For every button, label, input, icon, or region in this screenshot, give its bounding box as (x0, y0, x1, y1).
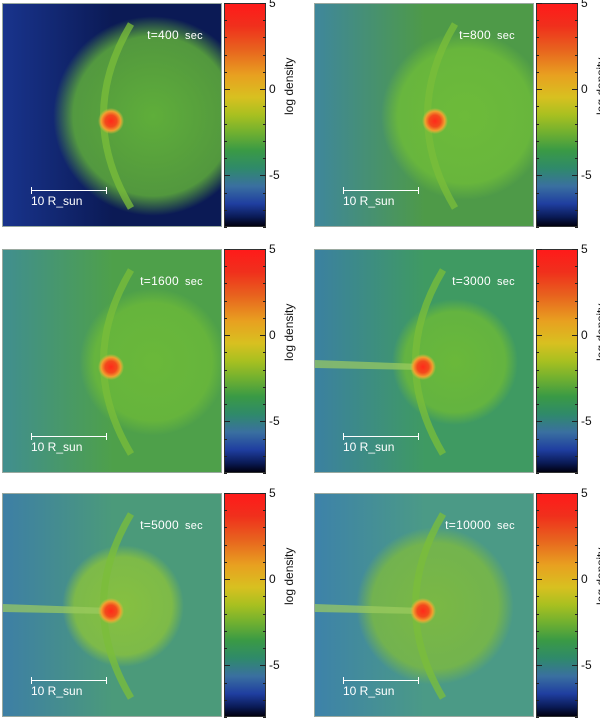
time-label: t=3000 sec (452, 274, 515, 288)
colorbar-tick-label: -5 (581, 168, 592, 183)
colorbar: 5 0 -5 log density (224, 242, 296, 474)
colorbar-axis-label: log density (282, 547, 296, 605)
time-value: t=3000 (452, 274, 491, 288)
time-unit: sec (184, 520, 203, 532)
scale-bar-label: 10 R_sun (31, 194, 83, 208)
snapshot-panel: t=3000 sec 10 R_sun 5 0 -5 log density (314, 242, 600, 479)
colorbar-axis-label: log density (594, 303, 600, 361)
colorbar-tick-label: 0 (581, 572, 588, 587)
colorbar-tick-label: 0 (269, 82, 276, 97)
time-unit: sec (184, 30, 203, 42)
time-value: t=800 (459, 28, 491, 42)
scale-bar-label: 10 R_sun (343, 194, 395, 208)
density-map-image: t=5000 sec 10 R_sun (2, 493, 222, 717)
colorbar-tick-label: 0 (581, 82, 588, 97)
density-map-image: t=400 sec 10 R_sun (2, 3, 222, 227)
time-label: t=400 sec (147, 28, 203, 42)
scale-bar-label: 10 R_sun (31, 440, 83, 454)
colorbar: 5 0 -5 log density (536, 486, 600, 718)
time-unit: sec (496, 520, 515, 532)
scale-bar-line (343, 433, 419, 440)
colorbar-tick-label: 5 (269, 486, 276, 500)
time-label: t=800 sec (459, 28, 515, 42)
time-value: t=400 (147, 28, 179, 42)
colorbar: 5 0 -5 log density (536, 242, 600, 474)
scale-bar-label: 10 R_sun (343, 440, 395, 454)
time-label: t=1600 sec (140, 274, 203, 288)
density-map-image: t=10000 sec 10 R_sun (314, 493, 534, 717)
colorbar-tick-label: -5 (581, 414, 592, 429)
scale-bar-label: 10 R_sun (343, 684, 395, 698)
colorbar-tick-label: 5 (269, 0, 276, 10)
colorbar-tick-label: 0 (581, 328, 588, 343)
colorbar-tick-label: -5 (269, 168, 280, 183)
colorbar-tick-label: -5 (269, 658, 280, 673)
colorbar-tick-label: 5 (581, 0, 588, 10)
time-value: t=10000 (445, 518, 491, 532)
colorbar-axis-label: log density (282, 303, 296, 361)
snapshot-panel: t=1600 sec 10 R_sun 5 0 -5 log density (2, 242, 296, 479)
colorbar: 5 0 -5 log density (536, 0, 600, 228)
snapshot-panel: t=10000 sec 10 R_sun 5 0 -5 log density (314, 486, 600, 723)
scale-bar-line (31, 187, 107, 194)
snapshot-panel: t=800 sec 10 R_sun 5 0 -5 log density (314, 0, 600, 233)
time-value: t=5000 (140, 518, 179, 532)
time-unit: sec (496, 276, 515, 288)
time-value: t=1600 (140, 274, 179, 288)
colorbar-tick-label: 0 (269, 328, 276, 343)
colorbar-gradient (536, 249, 578, 473)
colorbar: 5 0 -5 log density (224, 0, 296, 228)
time-label: t=10000 sec (445, 518, 515, 532)
scale-bar-label: 10 R_sun (31, 684, 83, 698)
colorbar-gradient (536, 3, 578, 227)
colorbar-tick-label: 0 (269, 572, 276, 587)
colorbar-gradient (536, 493, 578, 717)
snapshot-panel: t=400 sec 10 R_sun 5 0 -5 log density (2, 0, 296, 233)
colorbar-axis-label: log density (594, 57, 600, 115)
density-map-image: t=800 sec 10 R_sun (314, 3, 534, 227)
colorbar-gradient (224, 493, 266, 717)
density-map-image: t=3000 sec 10 R_sun (314, 249, 534, 473)
density-map-image: t=1600 sec 10 R_sun (2, 249, 222, 473)
colorbar-tick-label: 5 (581, 486, 588, 500)
colorbar-axis-label: log density (594, 547, 600, 605)
colorbar-tick-label: 5 (269, 242, 276, 256)
scale-bar-line (31, 433, 107, 440)
time-unit: sec (496, 30, 515, 42)
colorbar-tick-label: 5 (581, 242, 588, 256)
colorbar-tick-label: -5 (581, 658, 592, 673)
colorbar: 5 0 -5 log density (224, 486, 296, 718)
scale-bar-line (31, 677, 107, 684)
colorbar-tick-label: -5 (269, 414, 280, 429)
scale-bar-line (343, 187, 419, 194)
time-unit: sec (184, 276, 203, 288)
colorbar-axis-label: log density (282, 57, 296, 115)
snapshot-panel: t=5000 sec 10 R_sun 5 0 -5 log density (2, 486, 296, 723)
time-label: t=5000 sec (140, 518, 203, 532)
colorbar-gradient (224, 3, 266, 227)
colorbar-gradient (224, 249, 266, 473)
scale-bar-line (343, 677, 419, 684)
